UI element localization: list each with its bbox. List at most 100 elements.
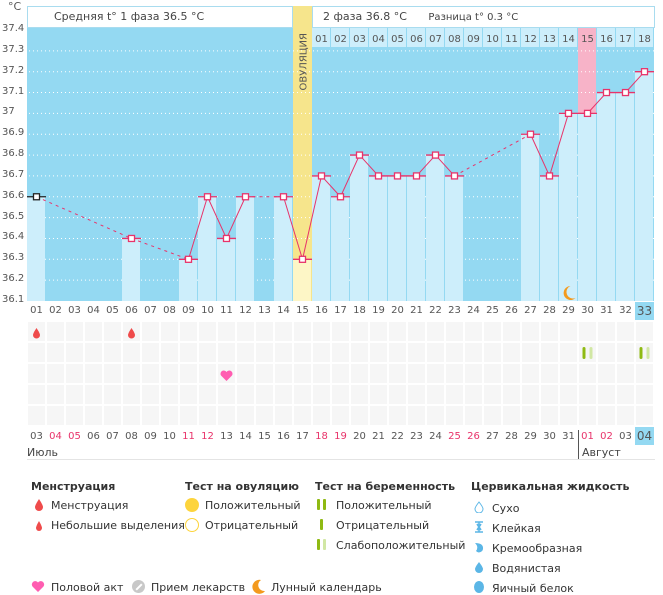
creamy-icon bbox=[475, 543, 484, 553]
legend-watery: Водянистая bbox=[492, 562, 561, 575]
date-label[interactable]: 13 bbox=[220, 431, 233, 442]
post-ovulation-day-label: 07 bbox=[429, 34, 442, 45]
date-label[interactable]: 19 bbox=[334, 431, 347, 442]
date-label[interactable]: 17 bbox=[296, 431, 309, 442]
event-cell bbox=[123, 364, 140, 383]
temperature-bar bbox=[236, 196, 254, 301]
date-label[interactable]: 26 bbox=[467, 431, 480, 442]
temperature-point bbox=[184, 255, 193, 263]
date-label[interactable]: 15 bbox=[258, 431, 271, 442]
date-label[interactable]: 04 bbox=[49, 431, 62, 442]
date-label[interactable]: 04 bbox=[636, 429, 653, 443]
date-label[interactable]: 21 bbox=[372, 431, 385, 442]
temperature-bar bbox=[369, 175, 387, 301]
date-label[interactable]: 01 bbox=[581, 431, 594, 442]
preg-positive-icon-2 bbox=[323, 499, 326, 510]
date-label[interactable]: 03 bbox=[30, 431, 43, 442]
date-label[interactable]: 11 bbox=[182, 431, 195, 442]
y-tick-label: 37 bbox=[2, 106, 15, 118]
post-ovulation-day-cell bbox=[521, 28, 539, 47]
event-cell bbox=[47, 322, 64, 341]
event-cell bbox=[332, 343, 349, 362]
date-label[interactable]: 09 bbox=[144, 431, 157, 442]
event-cell bbox=[370, 385, 387, 404]
temperature-point bbox=[222, 234, 231, 243]
temperature-point bbox=[412, 172, 421, 180]
temperature-bar bbox=[540, 175, 558, 301]
event-cell bbox=[256, 343, 273, 362]
date-label[interactable]: 22 bbox=[391, 431, 404, 442]
date-label[interactable]: 03 bbox=[619, 431, 632, 442]
event-cell bbox=[370, 343, 387, 362]
post-ovulation-day-label: 11 bbox=[505, 34, 518, 45]
event-cell bbox=[484, 406, 501, 425]
cycle-day-label: 21 bbox=[410, 305, 423, 316]
cycle-day-label: 12 bbox=[239, 305, 252, 316]
date-label[interactable]: 18 bbox=[315, 431, 328, 442]
date-label[interactable]: 14 bbox=[239, 431, 252, 442]
temperature-line-segment bbox=[549, 113, 569, 177]
date-label[interactable]: 24 bbox=[429, 431, 442, 442]
date-label[interactable]: 02 bbox=[600, 431, 613, 442]
cycle-day-label: 06 bbox=[125, 305, 138, 316]
post-ovulation-day-label: 15 bbox=[581, 34, 594, 45]
cycle-day-label: 05 bbox=[106, 305, 119, 316]
date-label[interactable]: 07 bbox=[106, 431, 119, 442]
cycle-day-label: 01 bbox=[30, 305, 43, 316]
event-cell bbox=[199, 385, 216, 404]
date-label[interactable]: 23 bbox=[410, 431, 423, 442]
event-cell bbox=[66, 343, 83, 362]
date-label[interactable]: 29 bbox=[524, 431, 537, 442]
cycle-day-label: 33 bbox=[636, 304, 653, 318]
month-divider bbox=[578, 430, 579, 460]
legend-eggwhite: Яичный белок bbox=[492, 582, 574, 595]
event-cell bbox=[389, 322, 406, 341]
cycle-day-label: 15 bbox=[296, 305, 309, 316]
date-label[interactable]: 16 bbox=[277, 431, 290, 442]
legend-moon: Лунный календарь bbox=[271, 581, 382, 594]
post-ovulation-day-cell bbox=[388, 28, 406, 47]
event-cell bbox=[636, 385, 653, 404]
event-cell bbox=[389, 364, 406, 383]
spotting-drop-icon bbox=[36, 521, 42, 531]
event-cell bbox=[503, 385, 520, 404]
event-cell bbox=[237, 343, 254, 362]
date-label[interactable]: 27 bbox=[486, 431, 499, 442]
event-cell bbox=[28, 406, 45, 425]
date-label[interactable]: 10 bbox=[163, 431, 176, 442]
event-cell bbox=[218, 385, 235, 404]
date-label[interactable]: 05 bbox=[68, 431, 81, 442]
cycle-day-label: 03 bbox=[68, 305, 81, 316]
event-cell bbox=[522, 364, 539, 383]
date-label[interactable]: 25 bbox=[448, 431, 461, 442]
date-label[interactable]: 06 bbox=[87, 431, 100, 442]
event-cell bbox=[237, 322, 254, 341]
event-cell bbox=[104, 322, 121, 341]
date-label[interactable]: 28 bbox=[505, 431, 518, 442]
temperature-bar bbox=[521, 134, 539, 301]
y-tick-label: 37.3 bbox=[2, 43, 25, 55]
date-label[interactable]: 12 bbox=[201, 431, 214, 442]
cycle-day-label: 17 bbox=[334, 305, 347, 316]
event-cell bbox=[598, 385, 615, 404]
post-ovulation-day-cell bbox=[464, 28, 482, 47]
event-cell bbox=[199, 343, 216, 362]
post-ovulation-day-cell bbox=[331, 28, 349, 47]
event-cell bbox=[617, 322, 634, 341]
ovulation-label: ОВУЛЯЦИЯ bbox=[299, 33, 310, 91]
date-label[interactable]: 31 bbox=[562, 431, 575, 442]
post-ovulation-day-cell bbox=[445, 28, 463, 47]
event-cell bbox=[427, 322, 444, 341]
pregnancy-test-bar-light bbox=[589, 347, 593, 359]
event-cell bbox=[294, 385, 311, 404]
date-label[interactable]: 20 bbox=[353, 431, 366, 442]
date-label[interactable]: 30 bbox=[543, 431, 556, 442]
date-label[interactable]: 08 bbox=[125, 431, 138, 442]
event-cell bbox=[313, 406, 330, 425]
event-cell bbox=[237, 385, 254, 404]
pill-icon bbox=[132, 580, 145, 593]
post-ovulation-day-label: 09 bbox=[467, 34, 480, 45]
event-cell bbox=[275, 406, 292, 425]
event-cell bbox=[522, 343, 539, 362]
